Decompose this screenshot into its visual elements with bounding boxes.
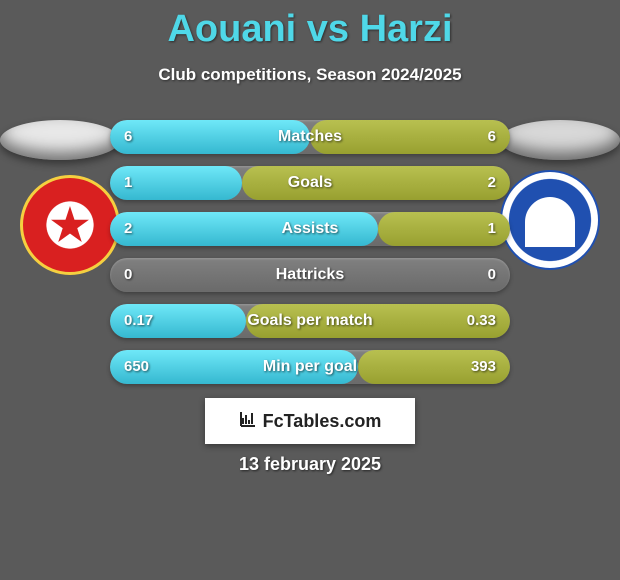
stat-label: Matches [110, 120, 510, 154]
stat-label: Assists [110, 212, 510, 246]
club-logo-right [500, 170, 600, 270]
stat-label: Hattricks [110, 258, 510, 292]
stat-label: Goals [110, 166, 510, 200]
player-left-silhouette [0, 120, 120, 160]
branding-text: FcTables.com [263, 411, 382, 432]
player-right-silhouette [500, 120, 620, 160]
stat-row: 12Goals [110, 166, 510, 200]
club-logo-left [20, 175, 120, 275]
branding-badge: FcTables.com [205, 398, 415, 444]
chart-icon [239, 410, 257, 433]
stat-row: 0.170.33Goals per match [110, 304, 510, 338]
subtitle: Club competitions, Season 2024/2025 [0, 65, 620, 85]
stat-label: Goals per match [110, 304, 510, 338]
stats-panel: 66Matches 12Goals 21Assists 00Hattricks 0.17… [110, 120, 510, 396]
stat-row: 650393Min per goal [110, 350, 510, 384]
date-label: 13 february 2025 [0, 454, 620, 475]
stat-label: Min per goal [110, 350, 510, 384]
stat-row: 21Assists [110, 212, 510, 246]
stat-row: 00Hattricks [110, 258, 510, 292]
stat-row: 66Matches [110, 120, 510, 154]
page-title: Aouani vs Harzi [0, 0, 620, 51]
